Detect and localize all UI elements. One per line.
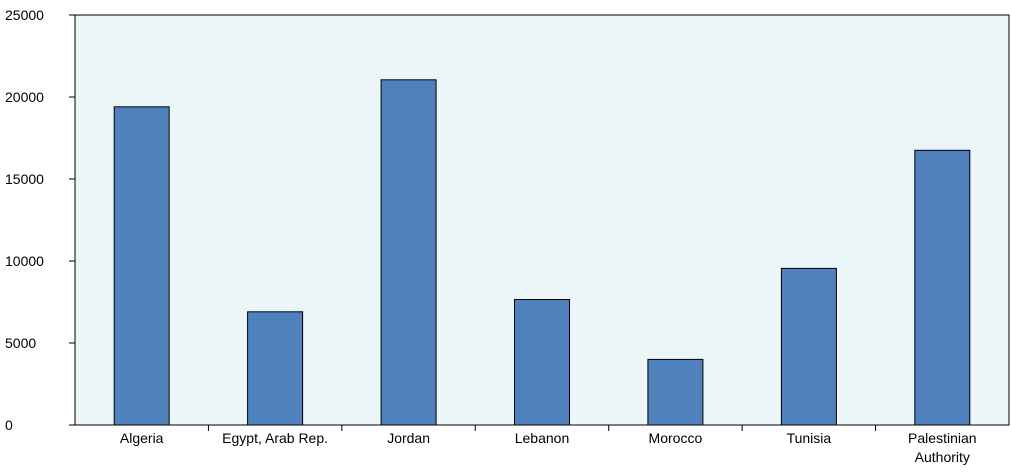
y-tick-label-4: 20000 (5, 89, 44, 105)
x-tick-label-line: Lebanon (515, 430, 570, 446)
y-tick-label-1: 5000 (5, 335, 36, 351)
x-tick-label-2: Jordan (387, 430, 430, 446)
x-tick-label-0: Algeria (120, 430, 164, 446)
bar-6 (914, 149, 971, 426)
x-tick-label-line: Authority (915, 449, 970, 465)
bar-4 (647, 358, 704, 426)
bar-3 (514, 299, 570, 426)
x-tick-label-line: Jordan (387, 430, 430, 446)
y-tick-label-3: 15000 (5, 171, 44, 187)
x-tick-label-line: Egypt, Arab Rep. (222, 430, 328, 446)
x-tick-label-4: Morocco (649, 430, 703, 446)
x-tick-label-6: Palestinian Authority (908, 430, 977, 465)
bar-2 (380, 79, 437, 426)
y-axis: 0 5000 10000 15000 20000 25000 (5, 7, 75, 433)
bar-5 (780, 267, 837, 426)
bars-group (113, 79, 971, 426)
x-tick-label-line: Algeria (120, 430, 164, 446)
x-tick-label-5: Tunisia (787, 430, 832, 446)
y-tick-label-5: 25000 (5, 7, 44, 23)
x-axis: Algeria Egypt, Arab Rep. Jordan Lebanon Moro… (120, 425, 977, 465)
y-tick-label-0: 0 (5, 417, 13, 433)
bar-1 (247, 311, 304, 426)
x-tick-label-line: Morocco (649, 430, 703, 446)
bar-0 (113, 106, 170, 426)
x-tick-label-1: Egypt, Arab Rep. (222, 430, 328, 446)
y-tick-label-2: 10000 (5, 253, 44, 269)
x-tick-label-3: Lebanon (515, 430, 570, 446)
x-tick-label-line: Palestinian (908, 430, 977, 446)
x-tick-label-line: Tunisia (787, 430, 832, 446)
